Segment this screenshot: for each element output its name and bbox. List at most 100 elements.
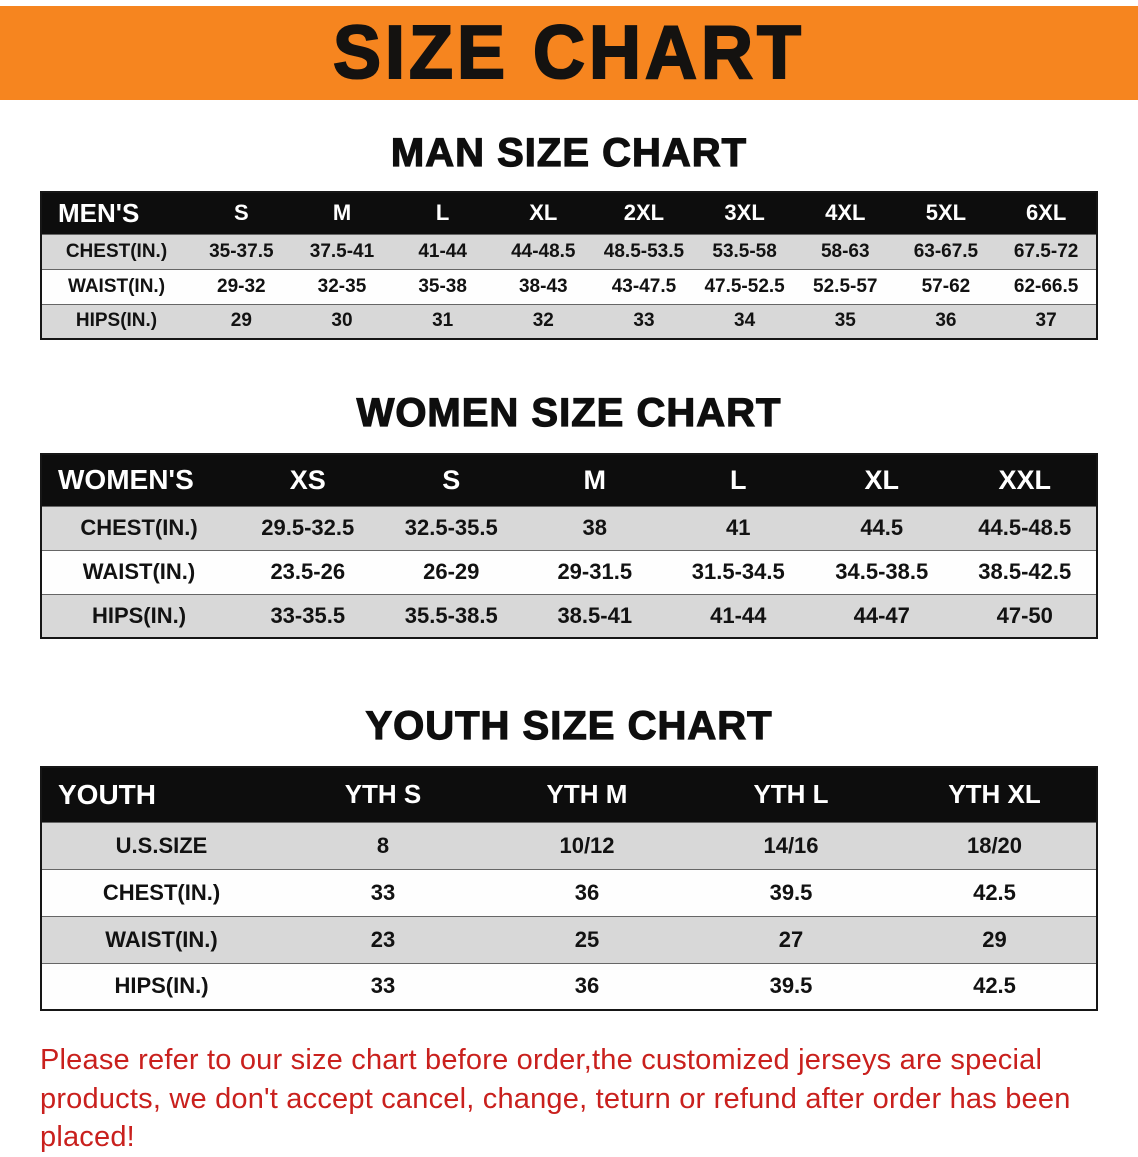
value-cell: 44-47 — [810, 593, 954, 638]
row-label-cell: HIPS(IN.) — [41, 303, 191, 339]
disclaimer-text: Please refer to our size chart before or… — [40, 1044, 1071, 1154]
row-label-cell: WAIST(IN.) — [41, 915, 281, 963]
size-header-cell: YTH L — [689, 767, 893, 822]
value-cell: 53.5-58 — [694, 233, 795, 269]
value-cell: 44.5-48.5 — [953, 505, 1097, 550]
row-label-cell: WAIST(IN.) — [41, 268, 191, 304]
table-row: HIPS(IN.) 33 36 39.5 42.5 — [41, 962, 1097, 1010]
value-cell: 37.5-41 — [291, 233, 393, 269]
value-cell: 41 — [666, 505, 810, 550]
value-cell: 44-48.5 — [492, 233, 594, 269]
size-header-cell: XL — [810, 454, 954, 506]
value-cell: 26-29 — [379, 549, 523, 594]
value-cell: 33 — [281, 962, 485, 1010]
value-cell: 31 — [392, 303, 493, 339]
value-cell: 32.5-35.5 — [379, 505, 523, 550]
men-section-heading: MAN SIZE CHART — [390, 130, 748, 175]
value-cell: 38 — [523, 505, 667, 550]
value-cell: 36 — [485, 868, 689, 916]
table-title-cell: MEN'S — [41, 192, 191, 234]
size-header-cell: M — [291, 192, 393, 234]
value-cell: 18/20 — [893, 821, 1097, 869]
table-row: CHEST(IN.) 35-37.5 37.5-41 41-44 44-48.5 48.5… — [41, 233, 1097, 269]
size-header-cell: YTH S — [281, 767, 485, 822]
value-cell: 29 — [893, 915, 1097, 963]
value-cell: 30 — [291, 303, 393, 339]
header-row: YOUTH YTH S YTH M YTH L YTH XL — [41, 767, 1097, 822]
title-banner: SIZE CHART — [0, 6, 1138, 100]
value-cell: 52.5-57 — [794, 268, 896, 304]
table-row: HIPS(IN.) 29 30 31 32 33 34 35 36 37 — [41, 303, 1097, 339]
size-header-cell: 2XL — [593, 192, 695, 234]
women-section-heading: WOMEN SIZE CHART — [356, 390, 782, 435]
value-cell: 37 — [996, 303, 1097, 339]
size-header-cell: 4XL — [794, 192, 896, 234]
size-header-cell: XXL — [953, 454, 1097, 506]
men-size-table: MEN'S S M L XL 2XL 3XL 4XL 5XL 6XL CHEST(IN.) 35-37… — [40, 191, 1098, 340]
value-cell: 35-37.5 — [191, 233, 292, 269]
value-cell: 47-50 — [953, 593, 1097, 638]
size-header-cell: XS — [236, 454, 380, 506]
row-label-cell: CHEST(IN.) — [41, 505, 236, 550]
size-header-cell: S — [379, 454, 523, 506]
size-chart-page: SIZE CHART MAN SIZE CHART MEN'S S M L XL 2XL 3… — [0, 6, 1138, 1153]
women-size-section: WOMEN SIZE CHART WOMEN'S XS S M L XL XXL CHEST(… — [0, 390, 1138, 639]
value-cell: 62-66.5 — [996, 268, 1097, 304]
value-cell: 31.5-34.5 — [666, 549, 810, 594]
size-header-cell: 6XL — [996, 192, 1097, 234]
value-cell: 41-44 — [392, 233, 493, 269]
row-label-cell: HIPS(IN.) — [41, 962, 281, 1010]
value-cell: 38.5-41 — [523, 593, 667, 638]
value-cell: 33-35.5 — [236, 593, 380, 638]
value-cell: 8 — [281, 821, 485, 869]
table-title-cell: WOMEN'S — [41, 454, 236, 506]
value-cell: 23.5-26 — [236, 549, 380, 594]
row-label-cell: CHEST(IN.) — [41, 233, 191, 269]
youth-size-table: YOUTH YTH S YTH M YTH L YTH XL U.S.SIZE 8 10/12… — [40, 766, 1098, 1011]
value-cell: 63-67.5 — [895, 233, 997, 269]
table-row: CHEST(IN.) 33 36 39.5 42.5 — [41, 868, 1097, 916]
value-cell: 38-43 — [492, 268, 594, 304]
table-row: WAIST(IN.) 23.5-26 26-29 29-31.5 31.5-34.5 34… — [41, 549, 1097, 594]
value-cell: 35-38 — [392, 268, 493, 304]
value-cell: 23 — [281, 915, 485, 963]
value-cell: 35 — [794, 303, 896, 339]
value-cell: 42.5 — [893, 962, 1097, 1010]
table-row: U.S.SIZE 8 10/12 14/16 18/20 — [41, 821, 1097, 869]
value-cell: 32-35 — [291, 268, 393, 304]
value-cell: 43-47.5 — [593, 268, 695, 304]
value-cell: 58-63 — [794, 233, 896, 269]
table-row: HIPS(IN.) 33-35.5 35.5-38.5 38.5-41 41-44 44-… — [41, 593, 1097, 638]
value-cell: 42.5 — [893, 868, 1097, 916]
size-header-cell: XL — [492, 192, 594, 234]
value-cell: 29.5-32.5 — [236, 505, 380, 550]
value-cell: 67.5-72 — [996, 233, 1097, 269]
table-row: CHEST(IN.) 29.5-32.5 32.5-35.5 38 41 44.5 44.5… — [41, 505, 1097, 550]
value-cell: 44.5 — [810, 505, 954, 550]
value-cell: 32 — [492, 303, 594, 339]
youth-size-section: YOUTH SIZE CHART YOUTH YTH S YTH M YTH L YTH… — [0, 703, 1138, 1011]
header-row: MEN'S S M L XL 2XL 3XL 4XL 5XL 6XL — [41, 192, 1097, 234]
value-cell: 36 — [485, 962, 689, 1010]
size-header-cell: 3XL — [694, 192, 795, 234]
row-label-cell: WAIST(IN.) — [41, 549, 236, 594]
value-cell: 38.5-42.5 — [953, 549, 1097, 594]
value-cell: 29-32 — [191, 268, 292, 304]
youth-section-heading: YOUTH SIZE CHART — [365, 703, 773, 748]
size-header-cell: S — [191, 192, 292, 234]
row-label-cell: HIPS(IN.) — [41, 593, 236, 638]
value-cell: 33 — [281, 868, 485, 916]
value-cell: 47.5-52.5 — [694, 268, 795, 304]
value-cell: 10/12 — [485, 821, 689, 869]
value-cell: 29 — [191, 303, 292, 339]
value-cell: 33 — [593, 303, 695, 339]
table-row: WAIST(IN.) 29-32 32-35 35-38 38-43 43-47.5 47.… — [41, 268, 1097, 304]
value-cell: 14/16 — [689, 821, 893, 869]
men-size-section: MAN SIZE CHART MEN'S S M L XL 2XL 3XL 4XL 5XL 6XL… — [0, 130, 1138, 340]
value-cell: 34.5-38.5 — [810, 549, 954, 594]
value-cell: 39.5 — [689, 962, 893, 1010]
header-row: WOMEN'S XS S M L XL XXL — [41, 454, 1097, 506]
value-cell: 57-62 — [895, 268, 997, 304]
value-cell: 36 — [895, 303, 997, 339]
table-title-cell: YOUTH — [41, 767, 281, 822]
